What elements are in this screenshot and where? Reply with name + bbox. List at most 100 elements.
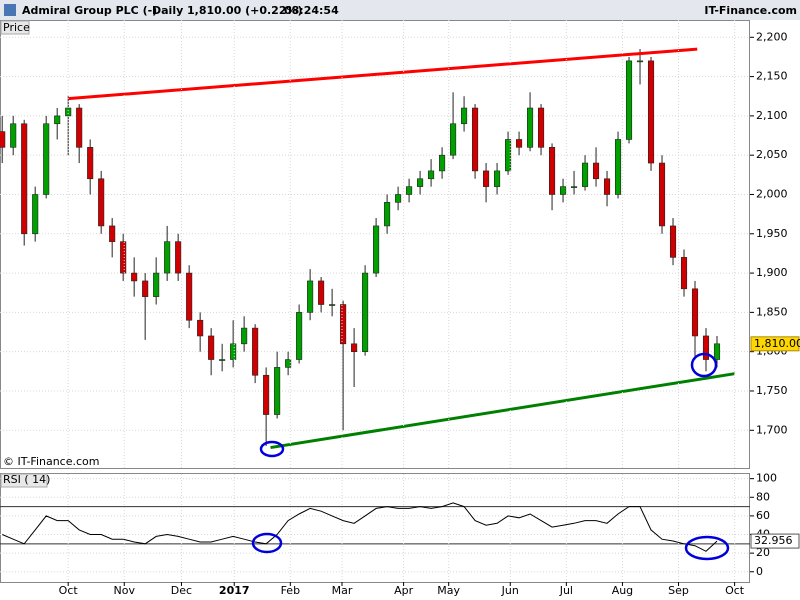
candle-body bbox=[307, 280, 314, 313]
candle-body bbox=[329, 304, 336, 306]
candle-body bbox=[658, 162, 666, 227]
candle-body bbox=[296, 312, 303, 360]
candle-body bbox=[186, 272, 193, 321]
candle-body bbox=[527, 107, 534, 148]
x-tick-label: Oct bbox=[59, 584, 79, 597]
highlight-circle bbox=[690, 352, 718, 378]
last-price-label: 1,810.00 bbox=[754, 337, 800, 350]
candle-body bbox=[570, 186, 578, 188]
candle-body bbox=[285, 359, 292, 368]
candle-body bbox=[318, 280, 325, 305]
candle-body bbox=[581, 162, 589, 187]
candle-body bbox=[614, 139, 622, 195]
candle-body bbox=[406, 186, 413, 195]
x-tick-label: Jun bbox=[501, 584, 519, 597]
time: 08:24:54 bbox=[284, 4, 339, 17]
last-price-box bbox=[750, 336, 800, 352]
candle-body bbox=[230, 343, 237, 360]
candle-body bbox=[175, 241, 182, 274]
y-tick-label: 80 bbox=[756, 490, 770, 503]
candle-body bbox=[384, 202, 391, 227]
x-tick-label: Apr bbox=[394, 584, 414, 597]
site: IT-Finance.com bbox=[704, 4, 797, 17]
rsi-value-box bbox=[750, 533, 800, 549]
x-tick-label: 2017 bbox=[219, 584, 250, 597]
x-tick-label: Oct bbox=[725, 584, 745, 597]
x-tick-label: May bbox=[437, 584, 460, 597]
x-tick-label: Sep bbox=[668, 584, 689, 597]
header-bar bbox=[0, 0, 800, 20]
candle-body bbox=[32, 194, 39, 235]
x-tick-label: Nov bbox=[114, 584, 136, 597]
candle-body bbox=[472, 107, 479, 172]
candle-body bbox=[197, 319, 204, 337]
y-tick-label: 2,150 bbox=[756, 70, 788, 83]
candle-body bbox=[713, 343, 721, 360]
price-label: Price bbox=[3, 21, 30, 34]
candle-body bbox=[702, 335, 710, 360]
y-tick-label: 1,950 bbox=[756, 227, 788, 240]
rsi-value-label: 32.956 bbox=[754, 534, 793, 547]
candle-body bbox=[76, 107, 83, 148]
candle-body bbox=[461, 107, 468, 125]
y-tick-label: 1,850 bbox=[756, 305, 788, 318]
candle-body bbox=[636, 60, 644, 63]
candle-body bbox=[252, 327, 259, 376]
candle-body bbox=[395, 194, 402, 203]
candle-body bbox=[362, 272, 369, 352]
x-tick-label: Aug bbox=[612, 584, 633, 597]
candle-body bbox=[54, 115, 61, 125]
x-tick-label: Feb bbox=[281, 584, 300, 597]
header-icon bbox=[4, 4, 16, 16]
rsi-line bbox=[2, 502, 718, 552]
candle-body bbox=[538, 107, 545, 148]
price-frame bbox=[0, 20, 750, 469]
candle-body bbox=[625, 60, 633, 140]
candle-body bbox=[647, 60, 655, 164]
candle-body bbox=[98, 178, 105, 227]
y-tick-label: 1,900 bbox=[756, 266, 788, 279]
candle-body bbox=[373, 225, 380, 274]
candle-body bbox=[340, 304, 347, 345]
candle-body bbox=[274, 367, 281, 415]
y-tick-label: 20 bbox=[756, 546, 770, 559]
candle-body bbox=[131, 272, 138, 282]
candle-body bbox=[10, 123, 17, 148]
candle-body bbox=[109, 225, 116, 242]
candle-body bbox=[494, 170, 501, 187]
y-tick-label: 2,100 bbox=[756, 109, 788, 122]
highlight-circle bbox=[259, 440, 285, 458]
candle-body bbox=[21, 123, 28, 235]
x-tick-label: Mar bbox=[332, 584, 353, 597]
candle-body bbox=[142, 280, 149, 297]
y-tick-label: 1,700 bbox=[756, 423, 788, 436]
candle-body bbox=[208, 335, 215, 360]
candle-body bbox=[669, 225, 677, 258]
candle-body bbox=[87, 147, 94, 180]
candle-body bbox=[560, 186, 567, 195]
candle-body bbox=[680, 257, 688, 290]
candle-body bbox=[417, 178, 424, 187]
candle-body bbox=[505, 139, 512, 172]
x-tick-label: Dec bbox=[171, 584, 192, 597]
candle-body bbox=[219, 359, 226, 361]
candle-body bbox=[516, 139, 523, 148]
candle-body bbox=[120, 241, 127, 274]
candle-body bbox=[164, 241, 171, 274]
highlight-circle bbox=[684, 535, 730, 561]
rsi-label: RSI ( 14) bbox=[3, 473, 50, 486]
y-tick-label: 2,050 bbox=[756, 148, 788, 161]
trendline bbox=[68, 47, 698, 101]
candle-body bbox=[263, 374, 270, 415]
rsi-frame bbox=[0, 473, 750, 583]
candle-body bbox=[592, 162, 600, 180]
highlight-circle bbox=[251, 532, 283, 554]
candle-body bbox=[428, 170, 435, 180]
candle-body bbox=[351, 343, 358, 352]
candle-body bbox=[483, 170, 490, 187]
candle-body bbox=[439, 154, 446, 172]
y-tick-label: 60 bbox=[756, 509, 770, 522]
candle-body bbox=[450, 123, 457, 156]
